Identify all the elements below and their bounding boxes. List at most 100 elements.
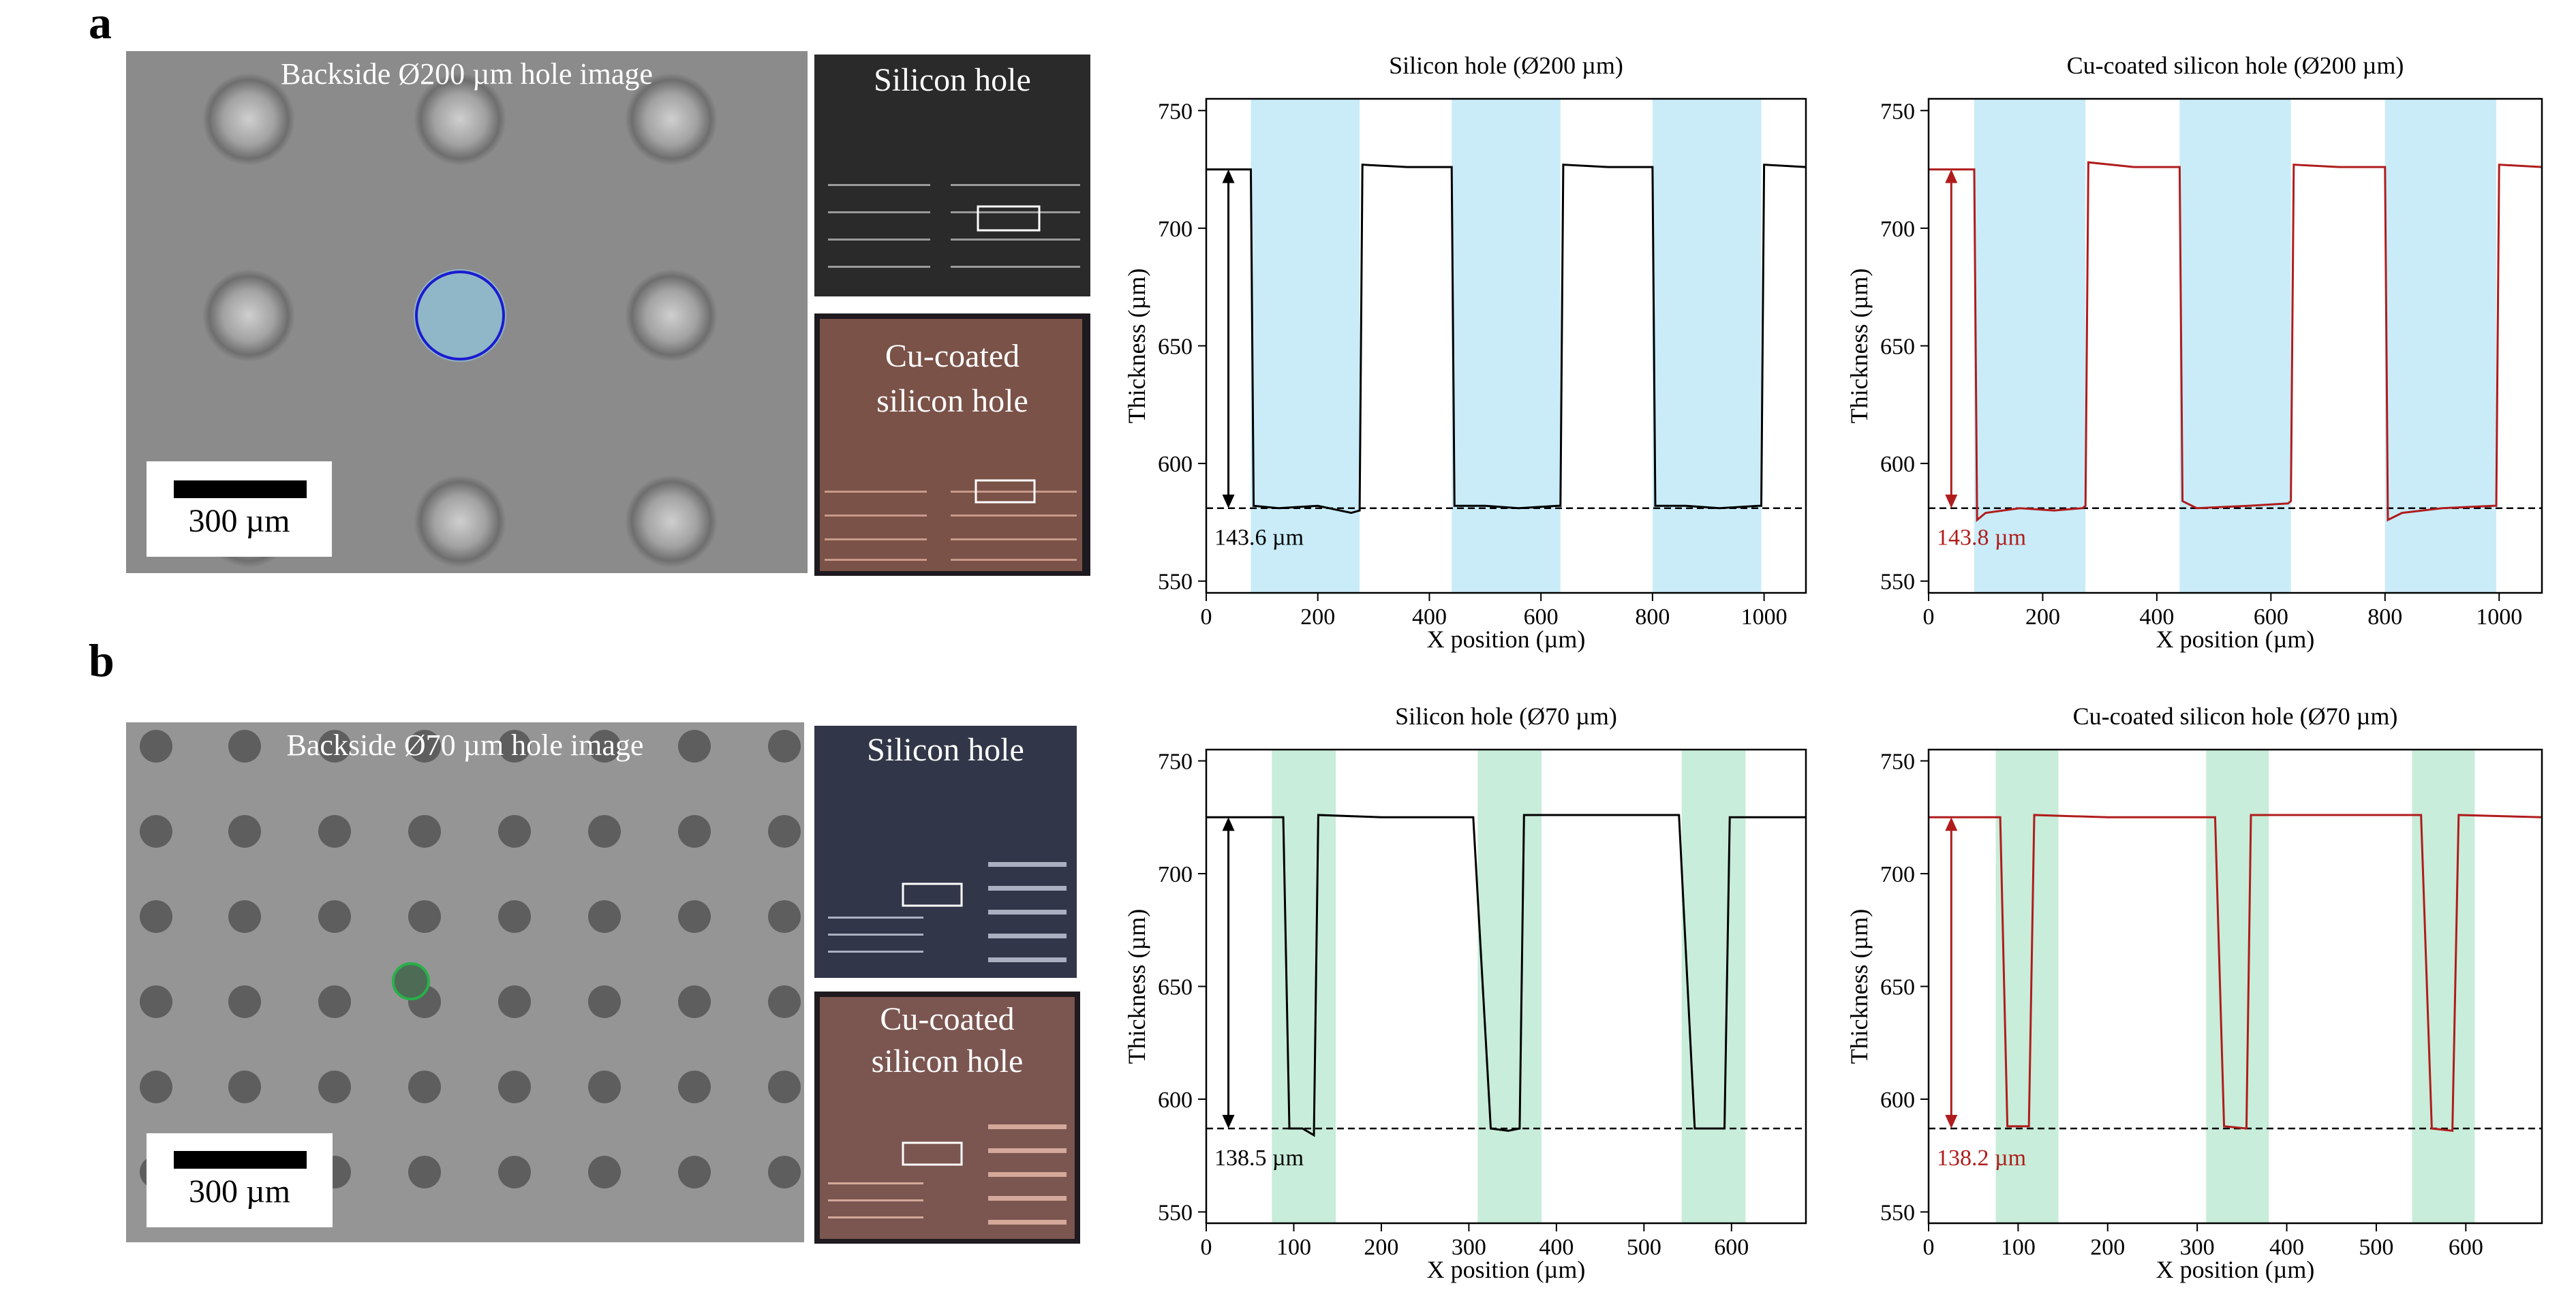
wafer-pattern	[814, 726, 1077, 978]
hole	[678, 730, 711, 763]
hole-band	[1681, 750, 1746, 1223]
hole	[625, 73, 718, 166]
micrograph-title: Backside Ø70 µm hole image	[286, 728, 644, 762]
hole	[498, 730, 531, 763]
x-tick-label: 600	[1714, 1235, 1749, 1260]
scale-bar	[174, 1151, 307, 1169]
hole	[414, 475, 506, 568]
hole	[768, 900, 801, 933]
x-tick-label: 400	[2139, 604, 2174, 630]
arrow-head-top	[1222, 817, 1235, 831]
y-tick-label: 600	[1158, 452, 1193, 477]
hole-band	[1477, 750, 1542, 1223]
scale-bar	[174, 480, 307, 498]
hole-band	[2179, 99, 2291, 593]
hole	[228, 1071, 261, 1103]
x-tick-label: 0	[1923, 1235, 1935, 1260]
y-tick-label: 750	[1880, 99, 1915, 124]
x-tick-label: 100	[2001, 1235, 2036, 1260]
hole	[140, 985, 172, 1018]
hole-band	[1995, 750, 2059, 1223]
y-tick-label: 600	[1880, 452, 1915, 477]
arrow-head-bottom	[1945, 1115, 1958, 1128]
thickness-annotation: 143.6 µm	[1214, 525, 1304, 551]
hole	[408, 900, 441, 933]
photo-cu-silicon-hole-70: Cu-coated silicon hole	[814, 992, 1080, 1244]
hole	[228, 815, 261, 848]
x-axis-label: X position (µm)	[2156, 626, 2315, 653]
hole	[588, 985, 621, 1018]
hole	[318, 1071, 351, 1103]
y-tick-label: 650	[1880, 975, 1915, 1000]
thickness-profile-line	[1206, 164, 1807, 515]
y-tick-label: 550	[1880, 570, 1915, 595]
hole	[318, 985, 351, 1018]
selection-box	[977, 205, 1041, 232]
x-tick-label: 300	[1452, 1235, 1486, 1260]
hole	[768, 985, 801, 1018]
hole	[588, 815, 621, 848]
hole	[625, 269, 718, 362]
arrow-head-top	[1945, 169, 1958, 183]
highlight-circle	[415, 271, 505, 360]
hole	[768, 1071, 801, 1103]
x-tick-label: 200	[1364, 1235, 1398, 1260]
thickness-annotation: 138.2 µm	[1937, 1146, 2026, 1171]
hole	[414, 73, 506, 166]
chart-title: Silicon hole (Ø70 µm)	[1395, 703, 1617, 730]
thickness-profile-line	[1929, 161, 2543, 523]
hole	[318, 900, 351, 933]
y-tick-label: 550	[1158, 1200, 1193, 1225]
hole	[408, 1156, 441, 1188]
hole	[408, 1071, 441, 1103]
x-tick-label: 100	[1276, 1235, 1311, 1260]
hole	[588, 730, 621, 763]
wafer-pattern	[814, 55, 1090, 296]
chart-title: Silicon hole (Ø200 µm)	[1389, 52, 1623, 79]
thickness-profile-line	[1206, 814, 1806, 1137]
y-axis-label: Thickness (µm)	[1845, 268, 1873, 424]
y-axis-label: Thickness (µm)	[1845, 909, 1873, 1064]
chart-cu-silicon-hole-200: Cu-coated silicon hole (Ø200 µm) 0 200 400 6…	[1845, 52, 2543, 653]
y-tick-label: 750	[1158, 750, 1193, 775]
y-tick-label: 700	[1158, 217, 1193, 242]
x-tick-label: 500	[1627, 1235, 1661, 1260]
micrograph-title: Backside Ø200 µm hole image	[281, 57, 653, 91]
hole	[140, 1071, 172, 1103]
panel-letter-a: a	[89, 0, 112, 48]
hole	[768, 730, 801, 763]
hole	[318, 815, 351, 848]
hole	[678, 985, 711, 1018]
hole	[588, 900, 621, 933]
arrow-head-bottom	[1222, 1115, 1235, 1128]
thickness-annotation: 143.8 µm	[1937, 525, 2026, 551]
y-tick-label: 550	[1158, 570, 1193, 595]
y-axis-label: Thickness (µm)	[1123, 909, 1150, 1064]
chart-title: Cu-coated silicon hole (Ø200 µm)	[2067, 52, 2404, 79]
hole	[498, 1071, 531, 1103]
scale-label: 300 µm	[188, 503, 290, 539]
x-tick-label: 600	[2449, 1235, 2483, 1260]
panel-letter-b: b	[89, 634, 114, 686]
y-tick-label: 650	[1158, 975, 1193, 1000]
hole-band	[2206, 750, 2269, 1223]
scale-box: 300 µm	[147, 1133, 333, 1227]
hole	[202, 269, 295, 362]
scale-box: 300 µm	[147, 461, 332, 557]
x-tick-label: 400	[1412, 604, 1447, 630]
hole	[678, 1156, 711, 1188]
x-tick-label: 400	[2269, 1235, 2304, 1260]
selection-box	[902, 1141, 963, 1166]
micrograph-200um: Backside Ø200 µm hole image 300 µm	[126, 51, 808, 573]
x-tick-label: 0	[1201, 1235, 1212, 1260]
hole	[768, 1156, 801, 1188]
hole-band	[1251, 99, 1360, 593]
x-tick-label: 200	[2090, 1235, 2125, 1260]
chart-silicon-hole-70: Silicon hole (Ø70 µm) 0 100 200 300 400 500 600…	[1123, 703, 1807, 1283]
x-tick-label: 1000	[1741, 604, 1788, 630]
hole-band	[1652, 99, 1762, 593]
chart-silicon-hole-200: Silicon hole (Ø200 µm) 0 200 400 600 800 1000 5…	[1123, 52, 1807, 653]
x-tick-label: 1000	[2476, 604, 2522, 630]
y-tick-label: 700	[1880, 217, 1915, 242]
y-tick-label: 650	[1158, 335, 1193, 360]
